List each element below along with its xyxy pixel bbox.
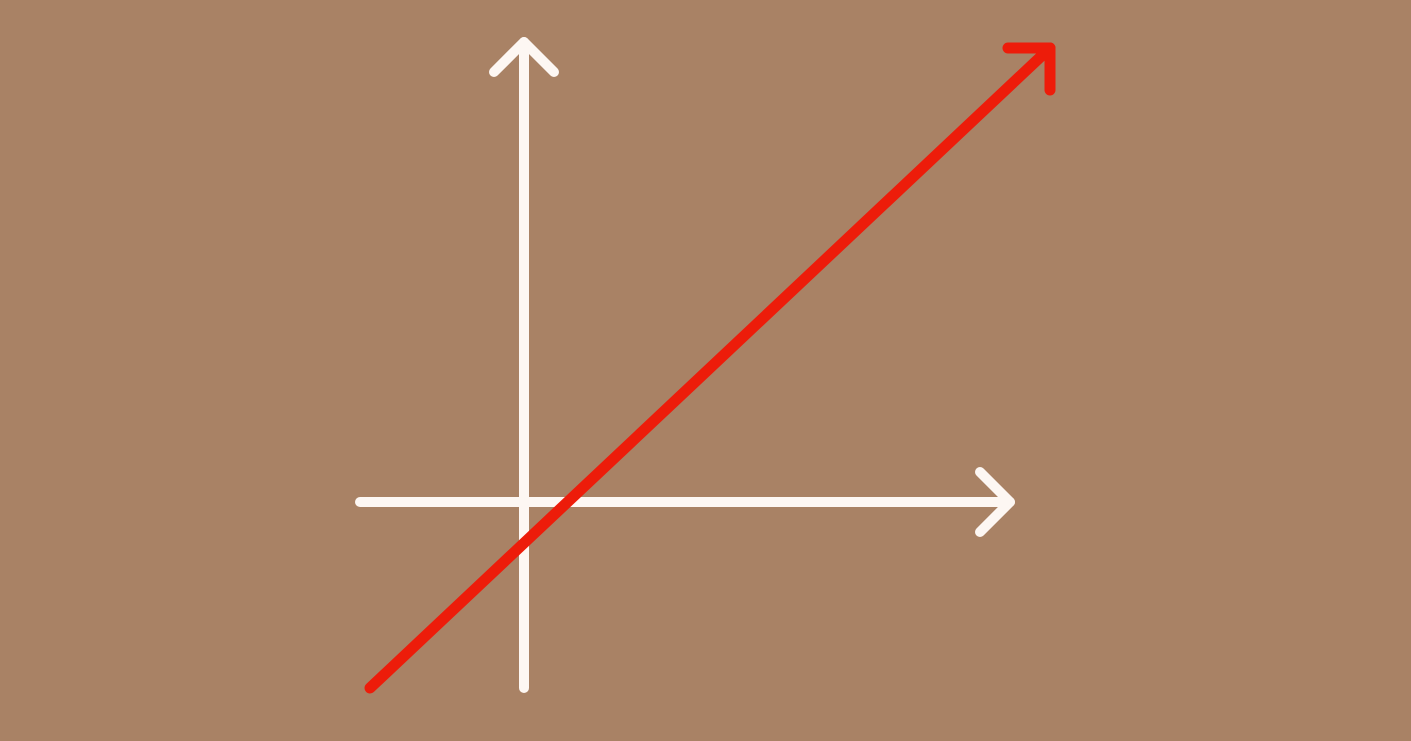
vector-line <box>370 48 1050 688</box>
axes-svg <box>0 0 1411 741</box>
axes-group <box>360 42 1010 688</box>
coordinate-diagram <box>0 0 1411 741</box>
vector-arrow <box>370 48 1050 688</box>
